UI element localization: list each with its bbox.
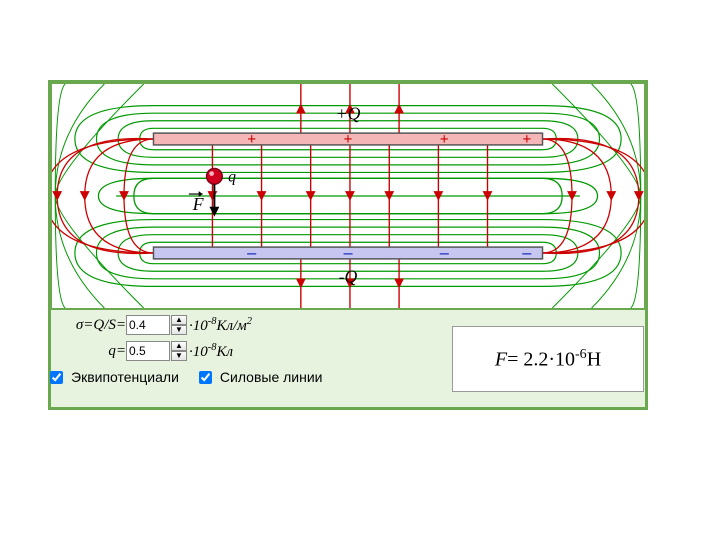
equipotentials-checkbox-label[interactable]: Эквипотенциали	[50, 369, 179, 385]
q-label: q=	[50, 343, 126, 360]
result-dot: ·	[548, 348, 555, 370]
q-spin-down[interactable]: ▼	[171, 351, 187, 361]
result-var: F	[495, 348, 507, 370]
equipotentials-text: Эквипотенциали	[71, 369, 179, 385]
sigma-spin-down[interactable]: ▼	[171, 325, 187, 335]
svg-text:+: +	[522, 131, 531, 148]
sigma-input[interactable]	[126, 315, 170, 335]
field-diagram: + + + + – – – – +Q -Q q F	[50, 82, 646, 310]
fieldlines-checkbox[interactable]	[199, 371, 212, 384]
svg-text:–: –	[521, 242, 531, 262]
svg-text:+Q: +Q	[336, 103, 361, 123]
sigma-label: σ=Q/S=	[50, 317, 126, 334]
field-svg: + + + + – – – – +Q -Q q F	[52, 84, 644, 308]
result-box: F= 2.2·10-6Н	[452, 326, 644, 392]
equipotentials-checkbox[interactable]	[50, 371, 63, 384]
svg-text:–: –	[343, 242, 353, 262]
svg-text:+: +	[440, 131, 449, 148]
svg-text:–: –	[246, 242, 256, 262]
fieldlines-text: Силовые линии	[220, 369, 323, 385]
q-row: q= ▲ ▼ ·10-8Кл	[50, 338, 440, 364]
svg-text:F: F	[192, 194, 204, 214]
q-spin-up[interactable]: ▲	[171, 341, 187, 351]
svg-text:–: –	[439, 242, 449, 262]
sigma-row: σ=Q/S= ▲ ▼ ·10-8Кл/м2	[50, 312, 440, 338]
result-exp: -6	[575, 347, 587, 362]
sigma-spin-up[interactable]: ▲	[171, 315, 187, 325]
sigma-unit: ·10-8Кл/м2	[189, 316, 252, 335]
fieldlines-checkbox-label[interactable]: Силовые линии	[199, 369, 323, 385]
q-input[interactable]	[126, 341, 170, 361]
svg-text:q: q	[228, 168, 236, 185]
controls-panel: σ=Q/S= ▲ ▼ ·10-8Кл/м2 q= ▲ ▼ ·10-8Кл Экв…	[50, 312, 440, 408]
result-unit: Н	[587, 348, 601, 370]
svg-text:+: +	[247, 131, 256, 148]
result-eq: =	[507, 348, 518, 370]
q-unit: ·10-8Кл	[189, 342, 233, 361]
result-mantissa: 2.2	[523, 348, 548, 370]
svg-text:+: +	[344, 131, 353, 148]
svg-text:-Q: -Q	[339, 266, 358, 286]
